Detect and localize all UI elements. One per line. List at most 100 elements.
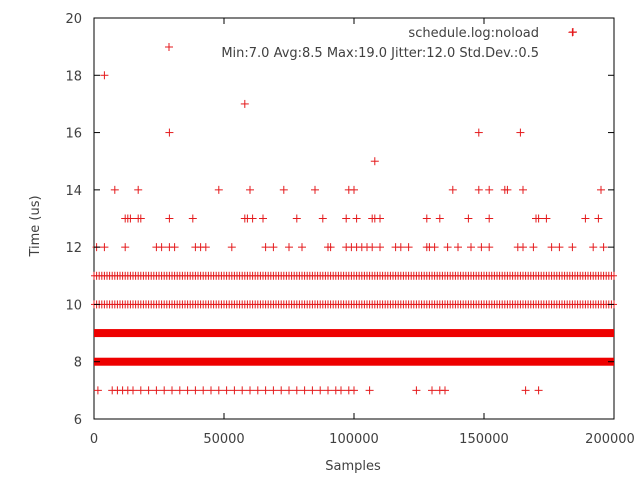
y-tick-label: 6 (74, 413, 82, 428)
data-point (285, 386, 293, 395)
legend-marker (569, 28, 577, 36)
data-point (269, 243, 278, 252)
x-tick-label: 200000 (585, 432, 635, 447)
data-point (152, 386, 161, 395)
data-point (441, 386, 449, 395)
data-point (246, 386, 254, 395)
data-point (126, 214, 135, 223)
data-point (589, 243, 598, 252)
data-point (337, 386, 345, 395)
data-point (547, 243, 556, 252)
data-point (160, 386, 169, 395)
y-axis-ticks: 6 8 10 12 14 16 18 20 (65, 12, 614, 428)
data-point (611, 271, 617, 280)
y-tick-label: 20 (65, 12, 82, 27)
data-point (594, 214, 603, 223)
data-point (285, 243, 293, 252)
data-point (430, 243, 439, 252)
data-point (292, 386, 301, 395)
x-tick-label: 0 (90, 432, 98, 447)
data-point (404, 243, 413, 252)
data-point (555, 243, 564, 252)
data-point (477, 243, 486, 252)
data-point (100, 71, 109, 80)
data-point (227, 243, 236, 252)
x-tick-label: 100000 (329, 432, 379, 447)
data-point (597, 185, 605, 194)
data-point (516, 128, 525, 137)
data-point (311, 185, 319, 194)
data-point (230, 386, 239, 395)
data-point (121, 243, 130, 252)
data-point (428, 386, 436, 395)
data-point (474, 185, 483, 194)
data-point (443, 243, 452, 252)
data-point (464, 214, 473, 223)
data-point (246, 185, 254, 194)
y-tick-label: 8 (74, 356, 82, 371)
data-point (168, 386, 176, 395)
data-point (542, 214, 551, 223)
data-point (318, 214, 327, 223)
data-point (175, 386, 184, 395)
x-axis-ticks: 0 50000 100000 150000 200000 (90, 18, 635, 447)
y-tick-label: 14 (65, 184, 82, 199)
data-point (448, 185, 457, 194)
data-point (100, 243, 109, 252)
data-point (201, 243, 210, 252)
data-point (503, 185, 512, 194)
data-point (279, 185, 288, 194)
dense-band (94, 329, 614, 338)
data-point (422, 214, 431, 223)
data-point (144, 386, 153, 395)
data-point (240, 99, 249, 108)
data-point (485, 243, 494, 252)
data-point (191, 386, 200, 395)
annotation-marker (165, 43, 173, 51)
data-point (376, 214, 384, 223)
data-point (199, 386, 208, 395)
data-point (110, 185, 119, 194)
y-tick-label: 10 (65, 298, 82, 313)
data-point (467, 243, 475, 252)
data-point (222, 386, 231, 395)
data-point (136, 214, 145, 223)
x-tick-label: 50000 (203, 432, 244, 447)
data-point (568, 243, 577, 252)
data-point (259, 214, 267, 223)
data-point (342, 214, 351, 223)
data-point (129, 386, 137, 395)
data-point (170, 243, 179, 252)
data-point (599, 243, 608, 252)
data-point (519, 185, 527, 194)
data-point (298, 243, 306, 252)
data-point (326, 243, 335, 252)
data-point (454, 243, 462, 252)
data-point (165, 214, 174, 223)
data-point (238, 386, 247, 395)
data-point (534, 214, 543, 223)
y-tick-label: 18 (65, 69, 82, 84)
stats-annotation: Min:7.0 Avg:8.5 Max:19.0 Jitter:12.0 Std… (221, 46, 539, 61)
data-points (91, 28, 617, 395)
data-point (316, 386, 325, 395)
data-point (134, 185, 143, 194)
data-point (269, 386, 278, 395)
data-point (534, 386, 543, 395)
data-point (324, 386, 332, 395)
y-tick-label: 16 (65, 127, 82, 142)
dense-bands (94, 329, 614, 366)
data-point (368, 243, 377, 252)
data-point (93, 386, 102, 395)
data-point (581, 214, 590, 223)
data-point (352, 214, 361, 223)
data-point (350, 386, 358, 395)
data-point (165, 128, 174, 137)
x-tick-label: 150000 (459, 432, 509, 447)
data-point (188, 214, 197, 223)
data-point (253, 386, 262, 395)
legend-label: schedule.log:noload (408, 26, 539, 41)
data-point (214, 185, 223, 194)
data-point (474, 128, 483, 137)
